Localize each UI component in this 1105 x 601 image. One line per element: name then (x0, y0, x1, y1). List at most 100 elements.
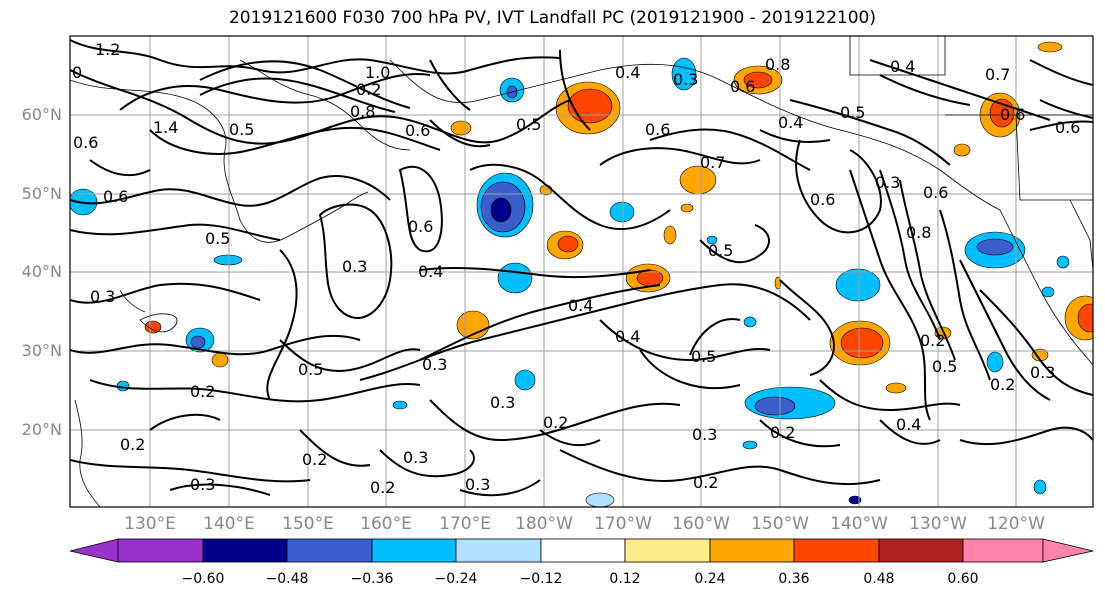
contour-label: 0.4 (890, 57, 915, 76)
contour-label: 0.5 (932, 357, 957, 376)
contour-label: 0.8 (350, 102, 375, 121)
lat-label: 60°N (21, 105, 62, 124)
contour-label: 0.6 (408, 217, 433, 236)
lon-label: 150°W (751, 514, 809, 534)
contour-label: 0.2 (770, 423, 795, 442)
colorbar-tick: −0.24 (434, 571, 478, 587)
colorbar-swatch (455, 538, 542, 563)
contour-label: 0.3 (422, 355, 447, 374)
lat-label: 40°N (21, 262, 62, 281)
shading-layer (70, 41, 1093, 507)
colorbar-tick: 0.12 (609, 571, 641, 587)
colorbar-extend-min (69, 538, 119, 563)
contour-label: 1.0 (365, 63, 390, 82)
contour-label: 0.2 (370, 478, 395, 497)
lon-label: 120°W (987, 514, 1045, 534)
contour-label: 0.3 (465, 475, 490, 494)
contour-label: 0.2 (120, 435, 145, 454)
contour-label: 0.7 (985, 65, 1010, 84)
contour-label: 0.4 (568, 296, 593, 315)
lon-label: 160°E (360, 514, 412, 534)
colorbar-tick: −0.36 (350, 571, 394, 587)
contour-label: 0.4 (615, 327, 640, 346)
contour-label: 0.3 (673, 70, 698, 89)
contour-label: 0 (72, 63, 82, 82)
contour-label: 0.6 (73, 133, 98, 152)
lon-label: 160°W (672, 514, 730, 534)
lat-label: 30°N (21, 341, 62, 360)
colorbar-tick: −0.60 (181, 571, 225, 587)
contour-label: 0.3 (190, 475, 215, 494)
map-frame (69, 35, 1094, 508)
colorbar-swatch (371, 538, 457, 563)
lon-label: 150°E (282, 514, 334, 534)
colorbar-swatch (286, 538, 373, 563)
negative-blob (70, 57, 1070, 507)
contour-label: 0.5 (708, 241, 733, 260)
contour-label: 0.6 (645, 120, 670, 139)
contour-label: 0.5 (205, 229, 230, 248)
contour-label: 0.3 (403, 448, 428, 467)
lon-label: 130°E (124, 514, 176, 534)
colorbar-swatch (202, 538, 288, 563)
colorbar (69, 538, 1094, 563)
contour-label: 0.3 (490, 393, 515, 412)
contour-label: 0.3 (90, 287, 115, 306)
contour-label: 0.8 (765, 55, 790, 74)
contour-label: 0.5 (691, 347, 716, 366)
graticule (70, 36, 1093, 507)
contour-label: 1.4 (153, 118, 178, 137)
colorbar-tick: −0.12 (519, 571, 563, 587)
contour-label: 0.6 (810, 190, 835, 209)
pv-contours (70, 39, 1093, 497)
colorbar-tick: 0.36 (778, 571, 810, 587)
lat-label: 20°N (21, 420, 62, 439)
contour-label: 0.3 (692, 425, 717, 444)
colorbar-swatch (878, 538, 964, 563)
contour-label: 0.2 (543, 413, 568, 432)
lon-label: 170°W (594, 514, 652, 534)
contour-label: 0.5 (840, 103, 865, 122)
lon-label: 180°W (515, 514, 573, 534)
contour-label: 0.2 (302, 450, 327, 469)
contour-label: 0.2 (990, 375, 1015, 394)
contour-label: 0.5 (229, 120, 254, 139)
contour-label: 0.7 (700, 153, 725, 172)
contour-label: 0.2 (693, 473, 718, 492)
contour-label: 0.4 (896, 415, 921, 434)
contour-label: 0.8 (906, 223, 931, 242)
contour-label: 0.2 (190, 382, 215, 401)
lon-label: 140°E (203, 514, 255, 534)
contour-label: 0.3 (875, 173, 900, 192)
contour-label: 0.4 (615, 63, 640, 82)
contour-label-layer: 1.2 0 1.4 0.5 1.0 0.6 0.2 0.8 0.6 0.5 0.… (72, 40, 1080, 497)
contour-label: 0.6 (103, 187, 128, 206)
lon-label: 130°W (909, 514, 967, 534)
contour-label: 1.2 (95, 40, 120, 59)
contour-label: 0.3 (1030, 363, 1055, 382)
colorbar-swatch (793, 538, 880, 563)
colorbar-swatch (709, 538, 795, 563)
contour-label: 0.6 (730, 77, 755, 96)
contour-label: 0.6 (923, 183, 948, 202)
contour-label: 0.6 (405, 121, 430, 140)
contour-label: 0.2 (356, 80, 381, 99)
colorbar-swatch (540, 538, 626, 563)
map-title: 2019121600 F030 700 hPa PV, IVT Landfall… (228, 8, 876, 28)
colorbar-extend-max (1042, 538, 1094, 563)
colorbar-tick: 0.24 (694, 571, 726, 587)
colorbar-swatch (117, 538, 204, 563)
contour-label: 0.3 (342, 257, 367, 276)
coastlines (70, 36, 1093, 507)
lon-label: 140°W (830, 514, 888, 534)
lat-label: 50°N (21, 184, 62, 203)
colorbar-swatch (962, 538, 1044, 563)
colorbar-tick: −0.48 (265, 571, 309, 587)
contour-label: 0.6 (1055, 118, 1080, 137)
lon-label: 170°E (439, 514, 491, 534)
contour-label: 0.5 (516, 115, 541, 134)
contour-label: 0.4 (778, 113, 803, 132)
colorbar-tick: 0.60 (947, 571, 979, 587)
colorbar-tick: 0.48 (863, 571, 895, 587)
